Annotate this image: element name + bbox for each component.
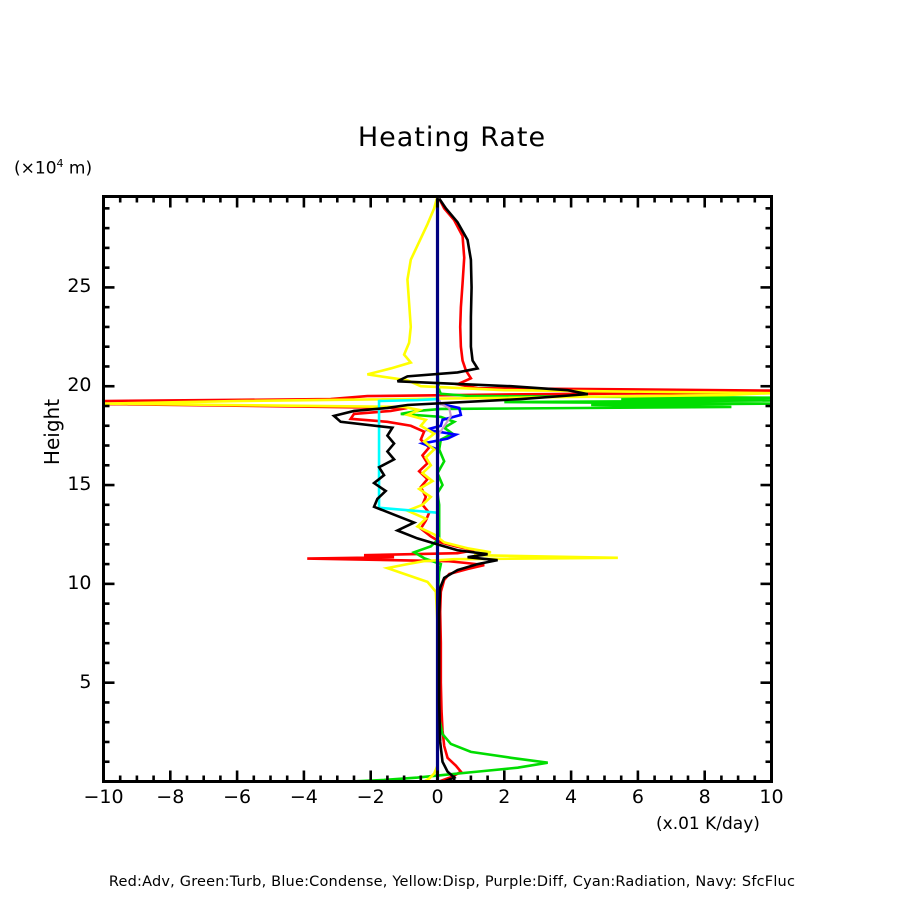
y-tick-label: 25 <box>67 275 92 298</box>
series-line-turb <box>350 198 772 782</box>
x-tick-label: 10 <box>759 786 784 808</box>
series-line-total <box>331 197 589 782</box>
y-tick-label: 15 <box>67 473 92 496</box>
x-tick-label: −4 <box>289 786 318 808</box>
x-tick-label: −8 <box>156 786 185 808</box>
y-tick-label: 10 <box>67 571 92 594</box>
x-tick-label: 2 <box>498 786 511 808</box>
y-axis-unit-label: (×104 m) <box>14 157 93 179</box>
chart-title: Heating Rate <box>357 122 547 153</box>
x-tick-label: 4 <box>565 786 578 808</box>
x-axis-unit-label: (x.01 K/day) <box>656 814 760 834</box>
x-tick-label: −10 <box>83 786 124 808</box>
x-tick-label: −6 <box>223 786 252 808</box>
x-tick-label: 8 <box>698 786 711 808</box>
x-tick-label: 6 <box>631 786 644 808</box>
x-tick-label: 0 <box>431 786 444 808</box>
series-legend-caption: Red:Adv, Green:Turb, Blue:Condense, Yell… <box>108 874 796 890</box>
series-line-disp <box>103 198 772 782</box>
y-tick-label: 20 <box>67 374 92 397</box>
y-tick-label: 5 <box>79 670 92 693</box>
x-tick-label: −2 <box>356 786 385 808</box>
